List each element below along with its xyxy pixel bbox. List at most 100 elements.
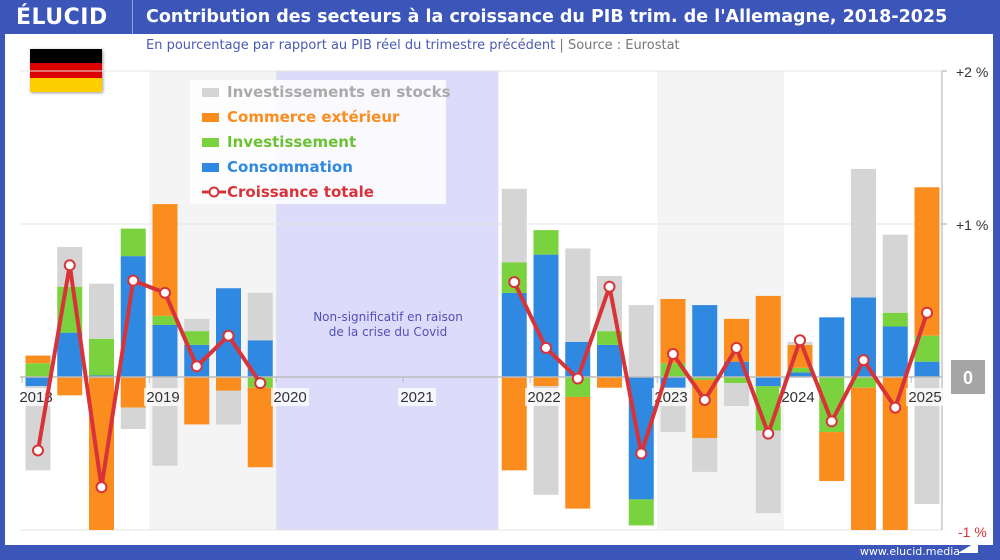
bar-stocks-2024T4: [882, 234, 908, 313]
total-point-2023T3: [730, 341, 743, 354]
bar-invest-2019T1: [152, 315, 178, 325]
bar-invest-2018T3: [89, 338, 114, 376]
total-point-2022T4: [635, 447, 648, 460]
bar-stocks-2024T3: [851, 168, 876, 298]
bar-commerce-2018T3: [89, 377, 114, 530]
covid-note-line2: de la crise du Covid: [328, 325, 448, 339]
bar-invest-2022T3: [597, 331, 622, 345]
bar-stocks-2023T2: [692, 438, 718, 472]
total-point-2019T1: [159, 286, 171, 299]
bar-conso-2022T4: [628, 377, 654, 500]
bar-conso-2018T1: [25, 377, 51, 387]
subtitle-text: En pourcentage par rapport au PIB réel d…: [146, 38, 556, 53]
y-label-plus1: +1 %: [956, 217, 988, 233]
bar-invest-2022T2: [565, 377, 591, 397]
bar-commerce-2019T2: [184, 377, 210, 425]
bar-commerce-2024T2: [819, 432, 845, 482]
chart-title: Contribution des secteurs à la croissanc…: [146, 7, 948, 27]
legend-line-marker-icon: [202, 186, 226, 198]
total-growth-line: [36, 263, 262, 490]
covid-note-line1: Non-significatif en raison: [313, 310, 463, 324]
flag-stripe-black: [30, 49, 102, 64]
bar-commerce-2022T1: [533, 377, 559, 387]
x-tick-label-2021: 2021: [400, 389, 433, 406]
x-tick-label-2020: 2020: [273, 389, 306, 406]
bar-invest-2024T1: [787, 367, 813, 373]
x-tick-label-2025: 2025: [908, 389, 941, 406]
legend-label: Croissance totale: [227, 183, 374, 201]
bar-conso-2024T1: [787, 372, 813, 377]
bar-conso-2024T2: [819, 317, 845, 377]
flag-stripe-red: [30, 63, 102, 78]
bar-stocks-2019T3: [216, 390, 241, 425]
bar-conso-2023T2: [692, 305, 718, 377]
total-point-2024T4: [889, 401, 902, 414]
total-point-2018T4: [127, 274, 140, 287]
legend-label: Commerce extérieur: [227, 108, 400, 126]
bar-commerce-2019T4: [247, 387, 273, 468]
total-point-2023T4: [762, 427, 775, 440]
total-growth-line: [512, 281, 929, 456]
x-tick-bg: [525, 388, 563, 406]
x-tick-label-2024: 2024: [781, 389, 814, 406]
bar-stocks-2018T4: [120, 407, 146, 430]
elucid-flag-icon: [958, 541, 978, 553]
bar-conso-2021T4: [501, 292, 527, 377]
flag-stripe-gold: [30, 77, 102, 92]
legend-swatch-conso: [202, 162, 219, 172]
bar-conso-2018T4: [120, 256, 146, 377]
y-label-minus1: -1 %: [958, 524, 987, 540]
total-point-2019T2: [190, 360, 203, 373]
x-tick-bg: [779, 388, 817, 406]
x-tick-label-2022: 2022: [527, 389, 560, 406]
bar-invest-2024T3: [851, 377, 876, 388]
bar-conso-2018T2: [57, 332, 83, 377]
x-tick-bg: [398, 388, 436, 406]
source-text: Source : Eurostat: [567, 38, 680, 53]
legend-item-commerce: Commerce extérieur: [202, 108, 399, 126]
total-point-2022T2: [571, 372, 584, 385]
bar-commerce-2019T1: [152, 204, 178, 316]
bar-commerce-2022T3: [597, 377, 622, 388]
total-point-2022T1: [540, 341, 552, 354]
bar-stocks-2023T3: [724, 383, 749, 407]
total-point-2021T4: [508, 276, 521, 289]
bar-invest-2022T1: [533, 230, 559, 255]
x-tick-label-2019: 2019: [146, 389, 179, 406]
header-separator: [132, 0, 133, 34]
total-point-2018T2: [63, 259, 76, 272]
y-label-zero: 0: [963, 368, 973, 388]
total-point-2018T1: [32, 444, 44, 457]
bar-invest-2018T1: [25, 363, 51, 377]
bar-stocks-2022T2: [565, 248, 591, 342]
bar-conso-2018T3: [89, 375, 114, 377]
legend-item-conso: Consommation: [202, 158, 353, 176]
bar-invest-2023T2: [692, 377, 718, 381]
legend-item-total: Croissance totale: [202, 183, 374, 201]
total-point-2024T2: [825, 415, 838, 428]
x-tick-label-2023: 2023: [654, 389, 687, 406]
legend-swatch-invest: [202, 137, 219, 147]
bars-group: [25, 168, 940, 530]
bar-invest-2024T4: [882, 312, 908, 327]
total-point-2022T3: [603, 280, 616, 293]
legend-item-stocks: Investissements en stocks: [202, 83, 451, 101]
bar-stocks-2022T4: [628, 305, 654, 377]
bar-invest-2018T4: [120, 228, 146, 257]
legend-label: Investissements en stocks: [227, 83, 451, 101]
total-point-2024T1: [794, 334, 806, 347]
legend-item-invest: Investissement: [202, 133, 356, 151]
bar-stocks-2019T4: [247, 292, 273, 341]
bar-conso-2023T4: [755, 377, 781, 387]
total-point-2024T3: [857, 354, 870, 367]
bar-commerce-2019T3: [216, 377, 241, 391]
footer-url[interactable]: www.elucid.media: [859, 545, 960, 558]
legend: Investissements en stocks Commerce extér…: [190, 80, 451, 204]
bar-stocks-2021T4: [501, 188, 527, 263]
bar-commerce-2023T3: [724, 318, 749, 362]
bar-conso-2025T1: [914, 361, 940, 377]
bar-stocks-2023T4: [755, 430, 781, 514]
zero-label-box: [951, 360, 985, 394]
y-label-plus2: +2 %: [956, 64, 988, 80]
bar-conso-2022T3: [597, 344, 622, 377]
